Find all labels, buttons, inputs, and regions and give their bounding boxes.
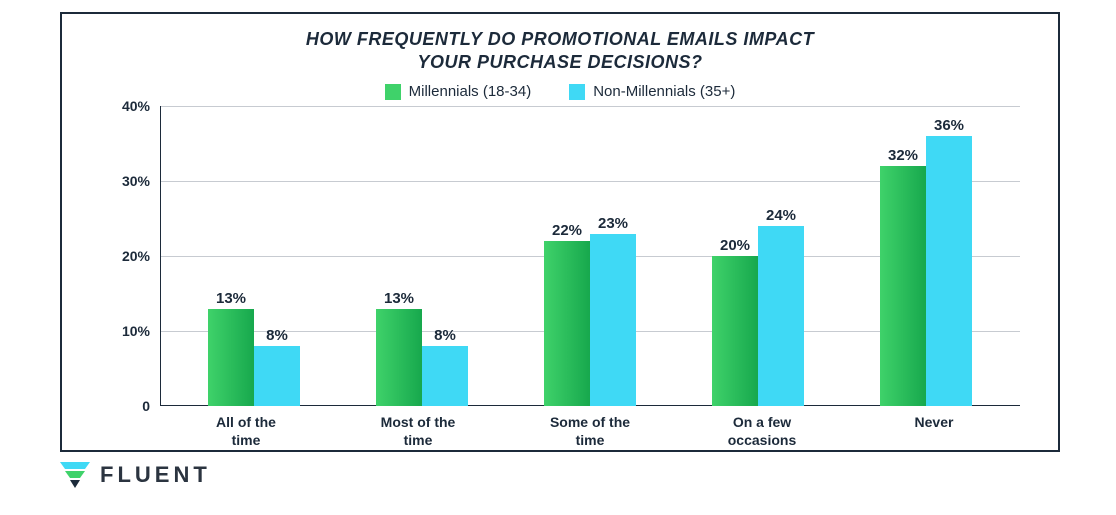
- bar: 24%: [758, 226, 804, 406]
- x-tick-label: All of thetime: [160, 414, 332, 449]
- x-tick-label: On a fewoccasions: [676, 414, 848, 449]
- bar-group: 22%23%: [506, 106, 674, 406]
- bar-value-label: 32%: [888, 147, 918, 164]
- y-axis: 010%20%30%40%: [100, 106, 160, 406]
- legend-label: Non-Millennials (35+): [593, 83, 735, 100]
- x-tick-label: Never: [848, 414, 1020, 449]
- bar-value-label: 36%: [934, 117, 964, 134]
- plot-area: 010%20%30%40% 13%8%13%8%22%23%20%24%32%3…: [160, 106, 1020, 406]
- brand: FLUENT: [60, 462, 211, 488]
- bar-value-label: 20%: [720, 237, 750, 254]
- legend-item-non-millennials: Non-Millennials (35+): [569, 83, 735, 100]
- chart-frame: HOW FREQUENTLY DO PROMOTIONAL EMAILS IMP…: [60, 12, 1060, 452]
- legend-label: Millennials (18-34): [409, 83, 532, 100]
- y-tick-label: 10%: [122, 323, 150, 339]
- bar: 13%: [376, 309, 422, 407]
- bar: 22%: [544, 241, 590, 406]
- legend-swatch-icon: [569, 84, 585, 100]
- bar-group: 32%36%: [842, 106, 1010, 406]
- bar-group: 20%24%: [674, 106, 842, 406]
- chart-title: HOW FREQUENTLY DO PROMOTIONAL EMAILS IMP…: [90, 28, 1030, 73]
- bar: 13%: [208, 309, 254, 407]
- bar-group: 13%8%: [338, 106, 506, 406]
- x-tick-label: Some of thetime: [504, 414, 676, 449]
- bar: 8%: [422, 346, 468, 406]
- y-tick-label: 20%: [122, 248, 150, 264]
- bar-value-label: 24%: [766, 207, 796, 224]
- bar: 36%: [926, 136, 972, 406]
- legend-swatch-icon: [385, 84, 401, 100]
- bar: 20%: [712, 256, 758, 406]
- x-tick-label: Most of thetime: [332, 414, 504, 449]
- bar-value-label: 23%: [598, 215, 628, 232]
- brand-name: FLUENT: [100, 462, 211, 488]
- chart-legend: Millennials (18-34) Non-Millennials (35+…: [90, 83, 1030, 100]
- bar-value-label: 8%: [266, 327, 288, 344]
- bar-value-label: 22%: [552, 222, 582, 239]
- bar-value-label: 8%: [434, 327, 456, 344]
- y-tick-label: 40%: [122, 98, 150, 114]
- bar-group: 13%8%: [170, 106, 338, 406]
- bar: 23%: [590, 234, 636, 407]
- bar: 8%: [254, 346, 300, 406]
- bar-value-label: 13%: [216, 290, 246, 307]
- fluent-logo-icon: [60, 462, 90, 488]
- chart-title-line1: HOW FREQUENTLY DO PROMOTIONAL EMAILS IMP…: [306, 29, 814, 49]
- bar-value-label: 13%: [384, 290, 414, 307]
- chart-title-line2: YOUR PURCHASE DECISIONS?: [417, 52, 702, 72]
- y-tick-label: 0: [142, 398, 150, 414]
- legend-item-millennials: Millennials (18-34): [385, 83, 532, 100]
- bar: 32%: [880, 166, 926, 406]
- y-tick-label: 30%: [122, 173, 150, 189]
- bar-groups: 13%8%13%8%22%23%20%24%32%36%: [160, 106, 1020, 406]
- x-axis-labels: All of thetimeMost of thetimeSome of the…: [160, 414, 1020, 449]
